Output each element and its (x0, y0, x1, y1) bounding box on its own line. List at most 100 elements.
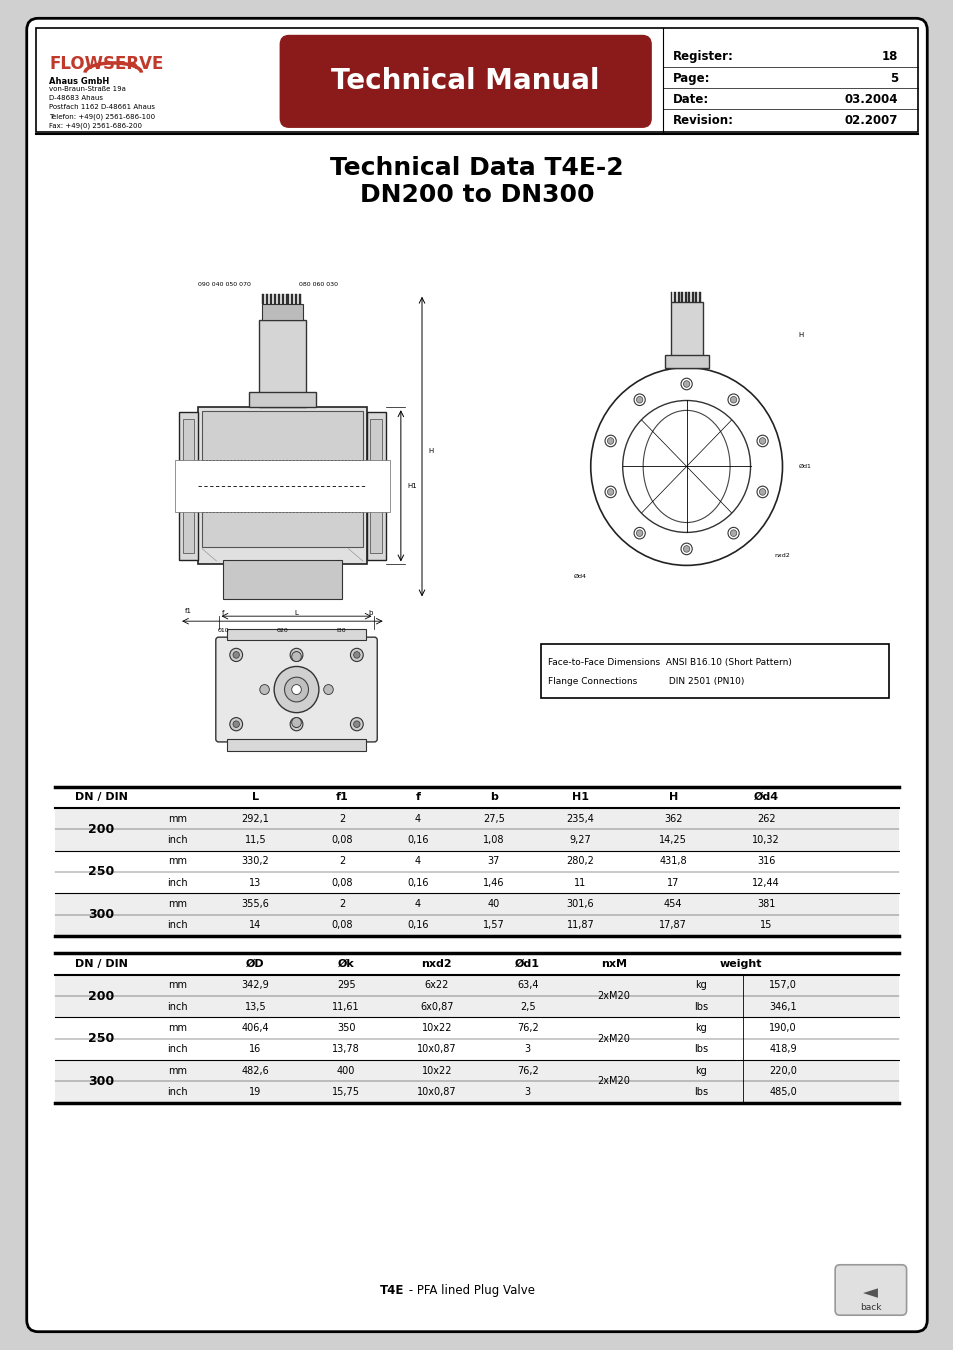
Text: Ød4: Ød4 (753, 792, 778, 802)
Text: 15: 15 (760, 921, 772, 930)
Circle shape (293, 721, 299, 728)
Text: H: H (798, 332, 802, 338)
Bar (55, 807, 898, 829)
Circle shape (233, 652, 239, 659)
Bar (262, 294, 264, 304)
Text: 10x0,87: 10x0,87 (416, 1045, 456, 1054)
Bar (291, 294, 293, 304)
Bar (227, 629, 366, 640)
Text: 200: 200 (88, 822, 114, 836)
Circle shape (290, 718, 303, 730)
Circle shape (680, 378, 692, 390)
Text: 13: 13 (249, 878, 261, 887)
Bar (674, 292, 676, 301)
Text: H: H (668, 792, 678, 802)
Text: 10x0,87: 10x0,87 (416, 1087, 456, 1098)
Text: 1,57: 1,57 (482, 921, 504, 930)
Bar (286, 294, 288, 304)
Text: 14,25: 14,25 (659, 834, 686, 845)
Bar (691, 292, 693, 301)
Bar (55, 1038, 898, 1060)
Text: ◄: ◄ (862, 1284, 878, 1303)
Text: 2xM20: 2xM20 (598, 991, 630, 1002)
Text: 157,0: 157,0 (768, 980, 796, 991)
Text: 9,27: 9,27 (569, 834, 591, 845)
Circle shape (323, 684, 333, 694)
Text: D-48683 Ahaus: D-48683 Ahaus (50, 95, 103, 101)
Text: DN / DIN: DN / DIN (75, 958, 128, 969)
Text: 10x22: 10x22 (421, 1023, 452, 1033)
Circle shape (757, 486, 767, 498)
Bar (688, 292, 689, 301)
Text: Register:: Register: (672, 50, 733, 63)
Text: L: L (294, 610, 298, 616)
Text: lbs: lbs (693, 1087, 707, 1098)
Text: mm: mm (168, 856, 187, 867)
Bar (540, 644, 888, 698)
Text: 40: 40 (487, 899, 499, 909)
Text: L: L (252, 792, 258, 802)
Text: 362: 362 (663, 814, 681, 824)
Text: back: back (860, 1303, 881, 1312)
Text: 76,2: 76,2 (517, 1065, 537, 1076)
Bar (266, 294, 268, 304)
Text: 4: 4 (415, 814, 420, 824)
Circle shape (730, 529, 736, 536)
Circle shape (230, 718, 242, 730)
Text: 12,44: 12,44 (752, 878, 780, 887)
Circle shape (727, 394, 739, 405)
Text: 15,75: 15,75 (332, 1087, 360, 1098)
Text: 16: 16 (249, 1045, 261, 1054)
Circle shape (230, 648, 242, 662)
Text: H: H (428, 448, 434, 454)
Circle shape (350, 648, 363, 662)
Bar (55, 996, 898, 1018)
Text: Flange Connections           DIN 2501 (PN10): Flange Connections DIN 2501 (PN10) (548, 676, 744, 686)
Bar (55, 894, 898, 914)
Text: 0,08: 0,08 (331, 921, 353, 930)
Text: 330,2: 330,2 (241, 856, 269, 867)
Text: 400: 400 (336, 1065, 355, 1076)
Circle shape (604, 486, 616, 498)
Circle shape (274, 667, 318, 713)
Circle shape (634, 394, 644, 405)
Text: 301,6: 301,6 (566, 899, 594, 909)
Bar (55, 829, 898, 850)
Bar (36, 28, 917, 132)
Circle shape (292, 718, 301, 728)
Text: kg: kg (694, 980, 706, 991)
Text: 2,5: 2,5 (519, 1002, 535, 1011)
FancyBboxPatch shape (215, 637, 376, 742)
Text: 2xM20: 2xM20 (598, 1034, 630, 1044)
Text: Technical Data T4E-2: Technical Data T4E-2 (330, 157, 623, 180)
Text: b: b (490, 792, 497, 802)
Bar (294, 294, 296, 304)
FancyBboxPatch shape (279, 35, 651, 128)
Text: Øk: Øk (337, 958, 355, 969)
Bar (670, 292, 672, 301)
Text: inch: inch (167, 878, 188, 887)
Text: 13,78: 13,78 (332, 1045, 359, 1054)
Text: 418,9: 418,9 (768, 1045, 796, 1054)
Text: 5: 5 (889, 72, 897, 85)
Text: T4E: T4E (380, 1284, 404, 1297)
Text: mm: mm (168, 899, 187, 909)
Bar (249, 392, 316, 408)
Text: 262: 262 (756, 814, 775, 824)
Bar (684, 292, 686, 301)
Text: inch: inch (167, 1045, 188, 1054)
Text: l30: l30 (336, 628, 346, 633)
Text: 02.2007: 02.2007 (843, 115, 897, 127)
Circle shape (354, 721, 359, 728)
Text: 295: 295 (336, 980, 355, 991)
Text: Fax: +49(0) 2561-686-200: Fax: +49(0) 2561-686-200 (50, 123, 142, 130)
Text: f: f (415, 792, 420, 802)
Text: 080 060 030: 080 060 030 (299, 282, 338, 286)
Text: weight: weight (719, 958, 761, 969)
Text: mm: mm (168, 980, 187, 991)
Text: 14: 14 (249, 921, 261, 930)
Text: 190,0: 190,0 (768, 1023, 796, 1033)
Circle shape (604, 435, 616, 447)
Text: 27,5: 27,5 (482, 814, 504, 824)
Text: 292,1: 292,1 (241, 814, 269, 824)
